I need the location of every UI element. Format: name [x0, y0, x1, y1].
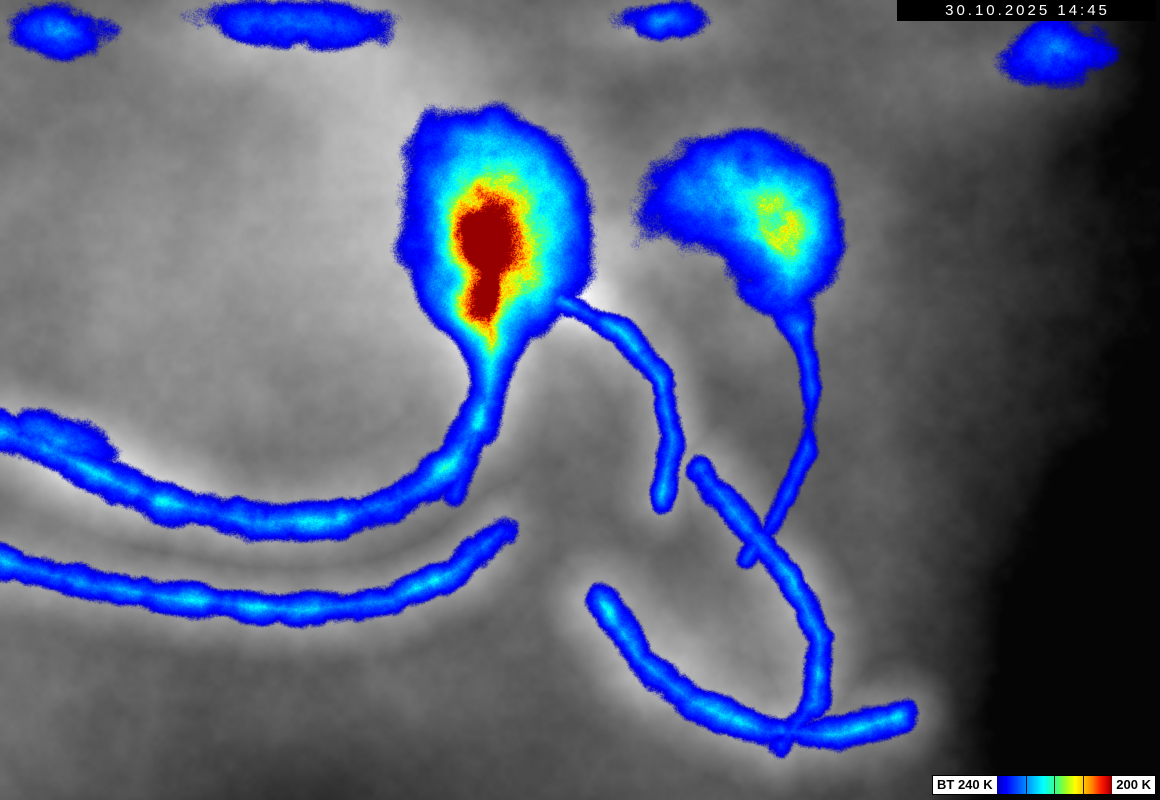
colorbar-tick: [1083, 776, 1085, 794]
colorbar-tick: [1025, 776, 1027, 794]
colorbar-max-label: 200 K: [1112, 776, 1155, 794]
brightness-temperature-colorbar: BT 240 K 200 K: [932, 775, 1156, 795]
colorbar-min-label: BT 240 K: [933, 776, 997, 794]
colorbar-tick: [1054, 776, 1056, 794]
colorbar-gradient: [996, 776, 1113, 794]
timestamp-overlay: 30.10.2025 14:45: [897, 0, 1156, 21]
